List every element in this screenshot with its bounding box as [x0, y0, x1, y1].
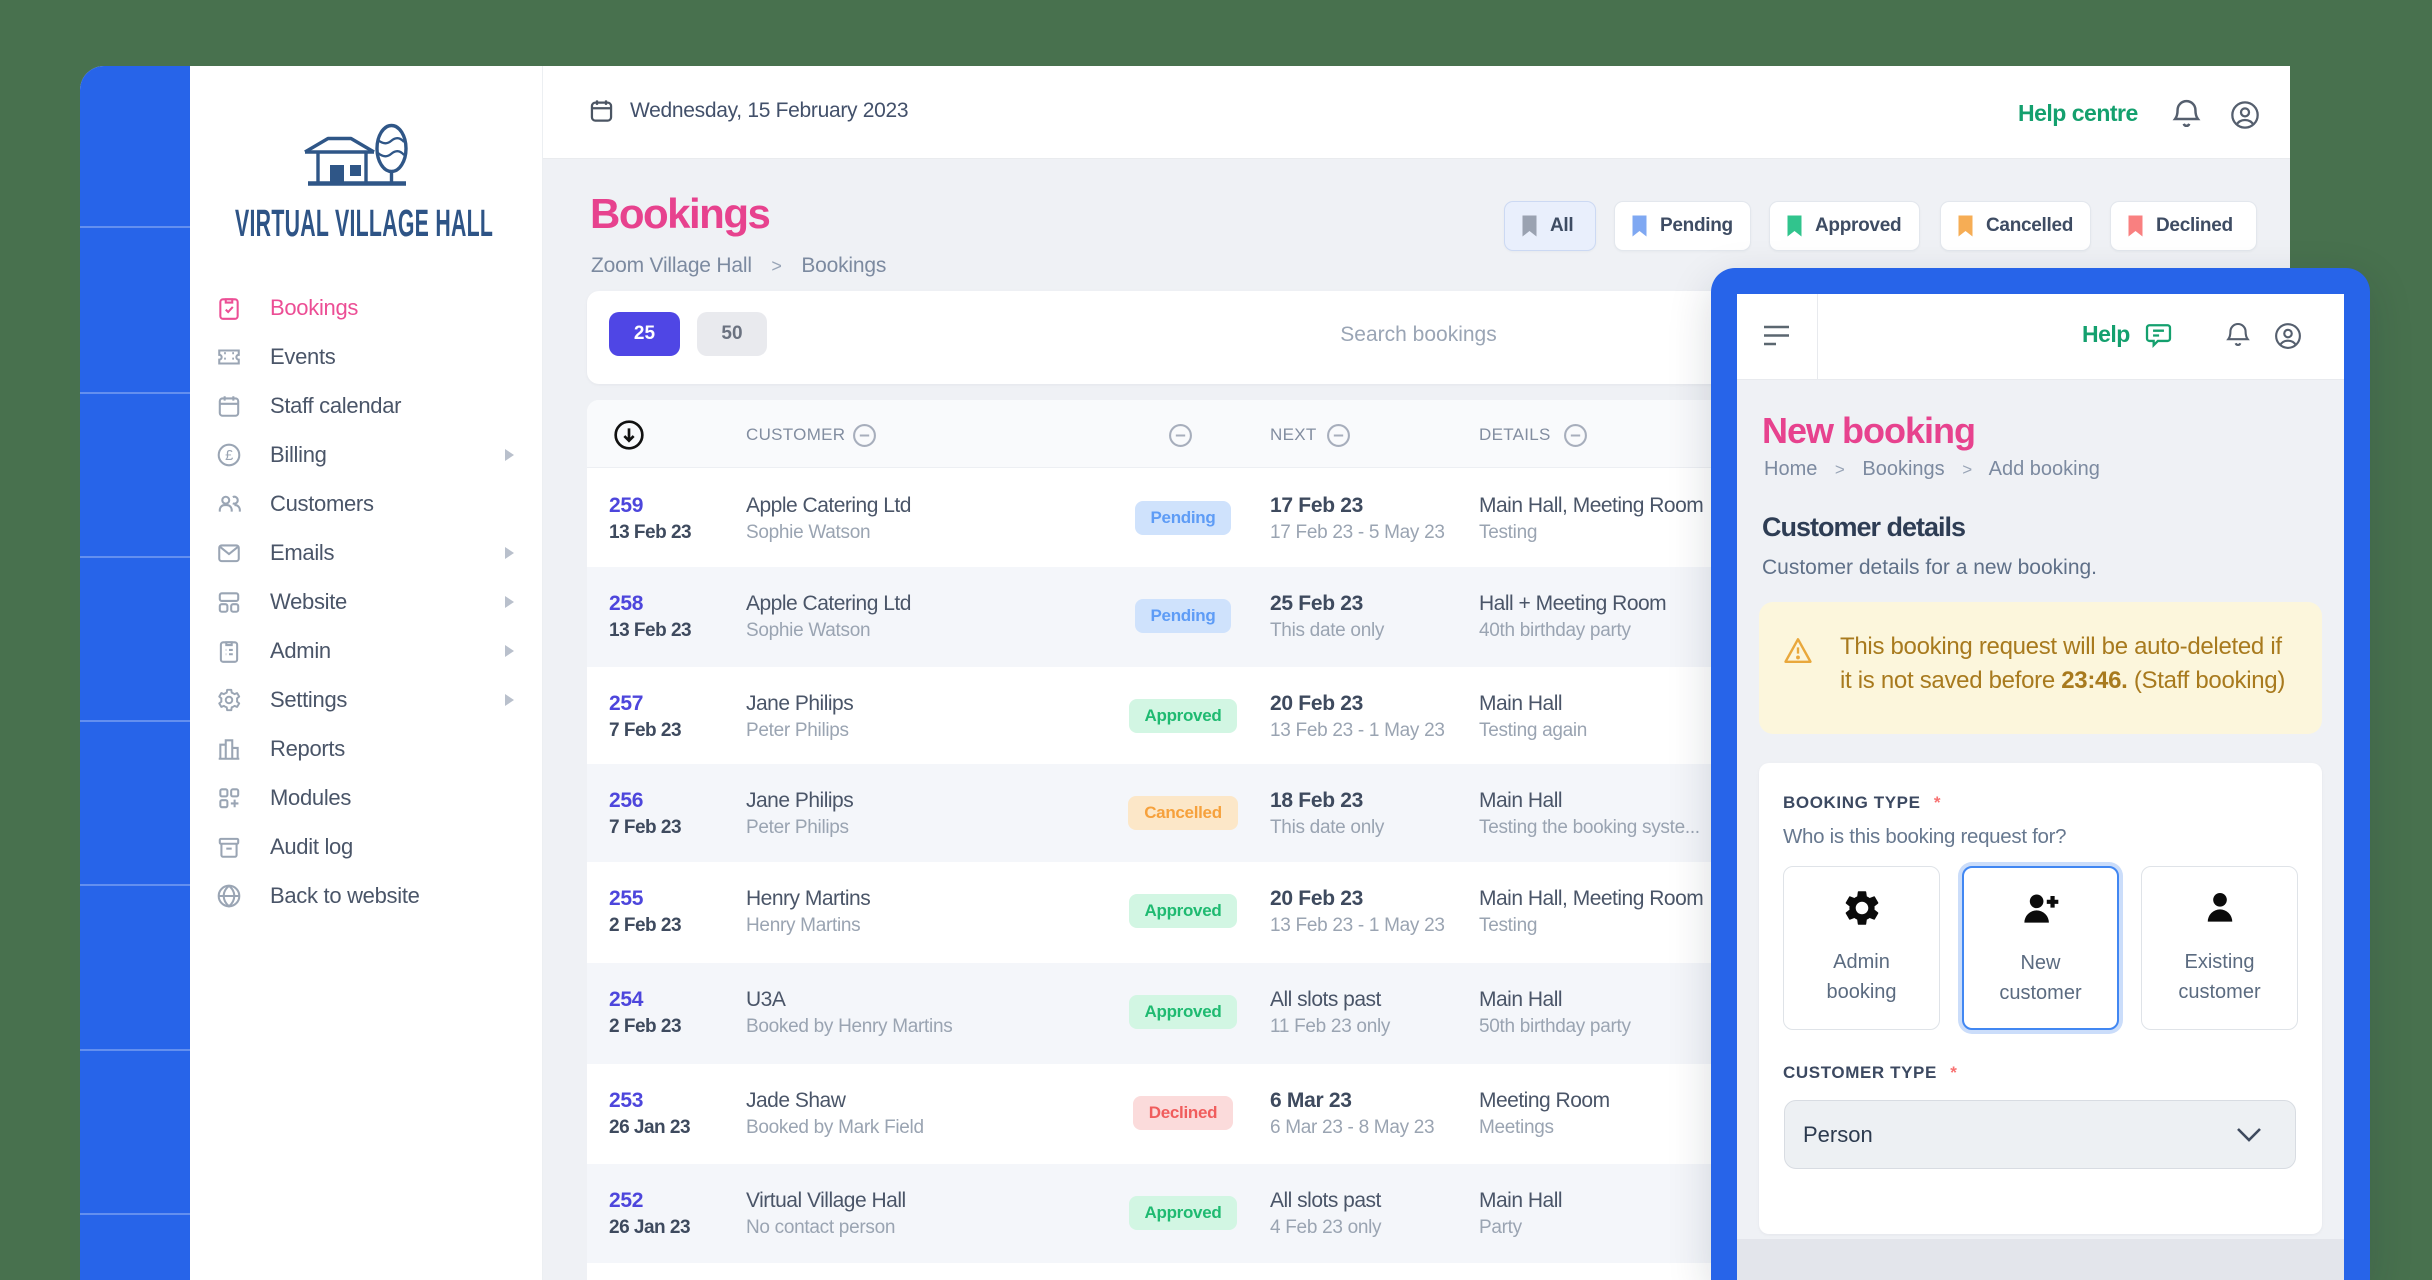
svg-text:£: £	[225, 448, 233, 464]
